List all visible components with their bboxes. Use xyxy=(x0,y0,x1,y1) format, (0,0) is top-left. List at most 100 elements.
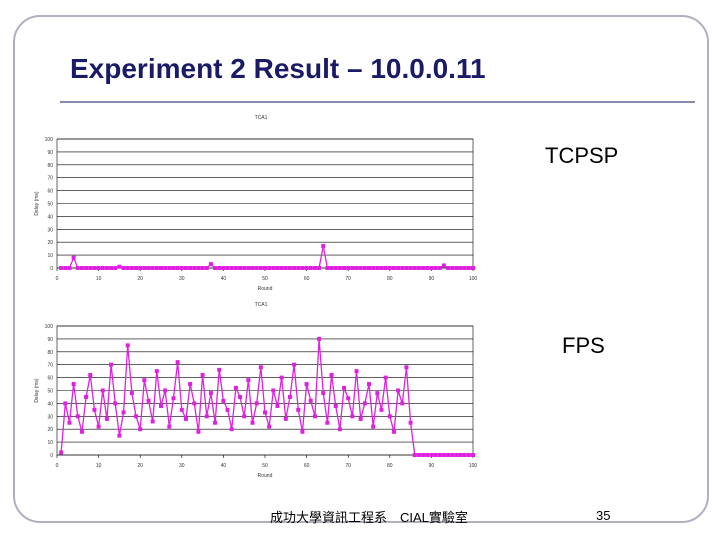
data-point xyxy=(275,403,280,408)
data-point xyxy=(391,266,396,270)
data-point xyxy=(171,266,176,270)
data-point xyxy=(129,266,134,270)
data-point xyxy=(121,266,126,270)
data-point xyxy=(233,266,238,270)
data-point xyxy=(79,429,84,434)
data-point xyxy=(113,401,118,406)
footer: 成功大學資訊工程系 CIAL實驗室 xyxy=(270,510,468,525)
data-point xyxy=(134,414,139,419)
data-point xyxy=(296,407,301,412)
data-point xyxy=(254,401,259,406)
data-point xyxy=(188,266,193,270)
data-point xyxy=(312,414,317,419)
y-tick-label: 80 xyxy=(47,350,53,356)
data-point xyxy=(287,266,292,270)
y-tick-label: 70 xyxy=(47,363,53,369)
data-point xyxy=(88,373,93,378)
x-tick-label: 40 xyxy=(221,276,227,282)
data-point xyxy=(271,266,276,270)
data-line xyxy=(61,245,473,269)
data-point xyxy=(354,369,359,374)
data-point xyxy=(454,453,459,457)
data-point xyxy=(175,266,180,270)
data-point xyxy=(59,450,64,455)
data-point xyxy=(192,266,197,270)
data-point xyxy=(179,407,184,412)
data-point xyxy=(75,414,80,419)
data-point xyxy=(425,453,430,457)
data-point xyxy=(433,453,438,457)
data-point xyxy=(337,266,342,270)
data-point xyxy=(287,394,292,399)
data-point xyxy=(275,266,280,270)
x-tick-label: 100 xyxy=(469,276,478,282)
data-point xyxy=(400,266,405,270)
data-point xyxy=(429,453,434,457)
data-point xyxy=(342,266,347,270)
data-point xyxy=(138,427,143,432)
y-tick-label: 30 xyxy=(47,227,53,233)
data-point xyxy=(142,266,147,270)
y-tick-label: 50 xyxy=(47,202,53,208)
page-number: 35 xyxy=(596,508,610,523)
data-point xyxy=(84,266,89,270)
data-point xyxy=(150,419,155,424)
data-point xyxy=(192,401,197,406)
data-point xyxy=(71,255,76,260)
data-point xyxy=(412,453,417,457)
data-point xyxy=(300,429,305,434)
data-point xyxy=(67,420,72,425)
data-point xyxy=(375,266,380,270)
y-tick-label: 60 xyxy=(47,376,53,382)
y-tick-label: 100 xyxy=(45,324,54,330)
y-tick-label: 100 xyxy=(45,137,54,143)
chart-caption: TCPSP xyxy=(545,143,618,168)
data-point xyxy=(458,453,463,457)
data-point xyxy=(183,266,188,270)
data-point xyxy=(217,367,222,372)
data-point xyxy=(75,266,80,270)
data-point xyxy=(304,382,309,387)
data-point xyxy=(171,396,176,401)
data-point xyxy=(258,266,263,270)
data-point xyxy=(367,266,371,270)
chart-title: TCA1 xyxy=(255,115,268,121)
x-tick-label: 20 xyxy=(137,463,143,469)
y-tick-label: 0 xyxy=(50,266,53,272)
x-tick-label: 60 xyxy=(304,463,310,469)
data-point xyxy=(167,424,172,429)
data-point xyxy=(233,385,238,390)
data-point xyxy=(271,388,276,393)
chart-title: TCA1 xyxy=(255,302,268,308)
data-point xyxy=(354,266,359,270)
data-point xyxy=(63,401,68,406)
data-point xyxy=(308,398,313,403)
data-point xyxy=(154,369,159,374)
data-point xyxy=(371,266,376,270)
y-tick-label: 90 xyxy=(47,337,53,343)
x-tick-label: 10 xyxy=(96,463,102,469)
data-point xyxy=(466,266,471,270)
data-point xyxy=(342,385,347,390)
x-tick-label: 90 xyxy=(429,276,435,282)
data-point xyxy=(229,266,234,270)
y-tick-label: 0 xyxy=(50,453,53,459)
data-point xyxy=(129,391,134,396)
x-tick-label: 80 xyxy=(387,276,393,282)
data-point xyxy=(159,266,163,270)
data-point xyxy=(304,266,309,270)
data-point xyxy=(362,401,367,406)
data-point xyxy=(242,414,247,419)
data-point xyxy=(462,453,467,457)
data-point xyxy=(88,266,93,270)
data-point xyxy=(279,375,284,380)
data-point xyxy=(329,373,334,378)
data-point xyxy=(229,427,234,432)
data-point xyxy=(84,394,89,399)
data-point xyxy=(163,388,168,393)
data-point xyxy=(225,266,230,270)
data-point xyxy=(59,266,64,270)
data-point xyxy=(396,266,401,270)
data-point xyxy=(350,414,355,419)
